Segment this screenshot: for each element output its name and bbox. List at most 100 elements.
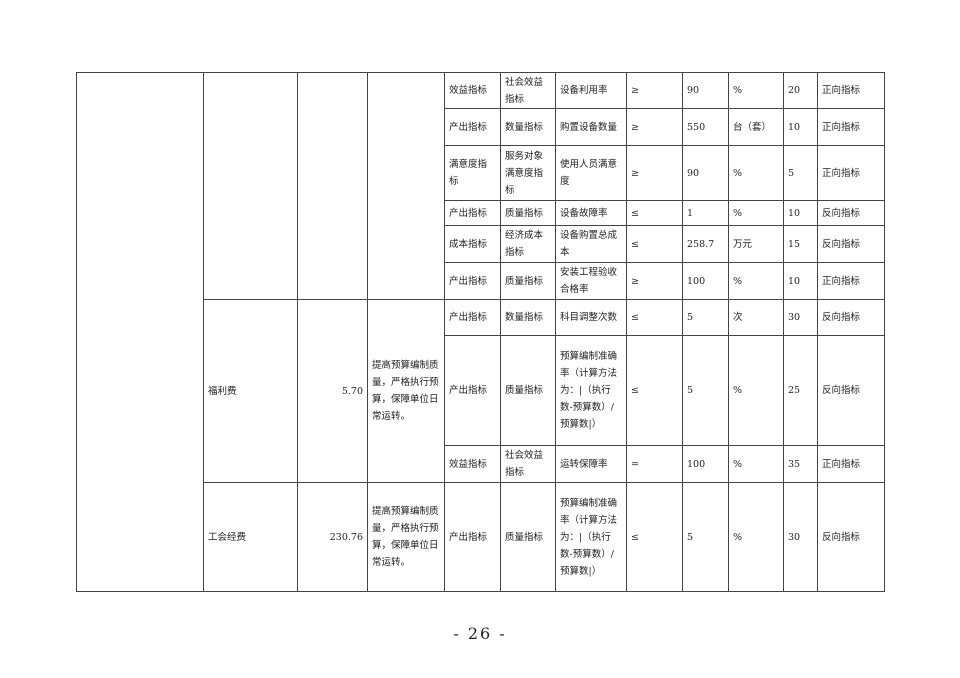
indicator-l2-cell: 质量指标 bbox=[500, 262, 556, 300]
indicator-l2-cell: 社会效益指标 bbox=[500, 445, 556, 483]
indicator-op-cell: ≤ bbox=[626, 335, 683, 446]
project-name-cell: 工会经费 bbox=[203, 482, 298, 592]
indicator-value-cell: 5 bbox=[682, 482, 729, 592]
indicator-dir-cell: 反向指标 bbox=[817, 200, 885, 226]
indicator-value-cell: 1 bbox=[682, 200, 729, 226]
project-name-cell: 福利费 bbox=[203, 299, 298, 483]
table-row: 产出指标 质量指标 设备故障率 ≤1% 10 反向指标 bbox=[77, 200, 885, 226]
indicator-weight-cell: 10 bbox=[783, 262, 818, 300]
indicator-weight-cell: 25 bbox=[783, 335, 818, 446]
indicator-l1-cell: 产出指标 bbox=[444, 482, 501, 592]
indicator-op-cell: ≥ bbox=[626, 262, 683, 300]
indicator-l1-cell: 产出指标 bbox=[444, 108, 501, 146]
indicator-l2-cell: 数量指标 bbox=[500, 108, 556, 146]
indicator-l1-cell: 产出指标 bbox=[444, 299, 501, 336]
indicator-l1-cell: 效益指标 bbox=[444, 72, 501, 109]
indicator-l2-cell: 服务对象满意度指标 bbox=[500, 145, 556, 201]
indicator-weight-cell: 30 bbox=[783, 299, 818, 336]
indicator-name-cell: 设备利用率 bbox=[555, 72, 627, 109]
indicator-name-cell: 购置设备数量 bbox=[555, 108, 627, 146]
indicator-name-cell: 安装工程验收合格率 bbox=[555, 262, 627, 300]
indicator-unit-cell: % bbox=[728, 482, 784, 592]
indicator-weight-cell: 10 bbox=[783, 200, 818, 226]
indicator-dir-cell: 正向指标 bbox=[817, 445, 885, 483]
indicator-op-cell: ≤ bbox=[626, 200, 683, 226]
indicator-l2-cell: 社会效益指标 bbox=[500, 72, 556, 109]
indicator-dir-cell: 反向指标 bbox=[817, 225, 885, 263]
indicator-weight-cell: 10 bbox=[783, 108, 818, 146]
indicator-l2-cell: 质量指标 bbox=[500, 200, 556, 226]
indicator-unit-cell: % bbox=[728, 262, 784, 300]
project-goal-cell: 提高预算编制质量，严格执行预算，保障单位日常运转。 bbox=[367, 482, 445, 592]
indicator-name-cell: 科目调整次数 bbox=[555, 299, 627, 336]
indicator-l2-cell: 数量指标 bbox=[500, 299, 556, 336]
indicator-unit-cell: % bbox=[728, 72, 784, 109]
indicator-value-cell: 258.7 bbox=[682, 225, 729, 263]
indicator-value-cell: 550 bbox=[682, 108, 729, 146]
page-number: - 26 - bbox=[453, 624, 507, 643]
indicator-name-cell: 设备故障率 bbox=[555, 200, 627, 226]
indicator-op-cell: ≤ bbox=[626, 482, 683, 592]
indicator-l1-cell: 产出指标 bbox=[444, 335, 501, 446]
indicator-unit-cell: % bbox=[728, 145, 784, 201]
indicator-unit-cell: 台（套） bbox=[728, 108, 784, 146]
indicator-l1-cell: 成本指标 bbox=[444, 225, 501, 263]
indicator-weight-cell: 30 bbox=[783, 482, 818, 592]
indicator-weight-cell: 5 bbox=[783, 145, 818, 201]
indicator-op-cell: ≥ bbox=[626, 72, 683, 109]
department-cell bbox=[76, 72, 204, 592]
indicator-op-cell: ≥ bbox=[626, 145, 683, 201]
indicator-value-cell: 100 bbox=[682, 445, 729, 483]
indicator-dir-cell: 正向指标 bbox=[817, 145, 885, 201]
table-row: 产出指标 数量指标 购置设备数量 ≥550 台（套） 10 正向指标 bbox=[77, 108, 885, 146]
indicator-dir-cell: 正向指标 bbox=[817, 108, 885, 146]
indicator-unit-cell: % bbox=[728, 445, 784, 483]
table-row: 成本指标 经济成本指标 设备购置总成本 ≤258.7 万元 15 反向指标 bbox=[77, 225, 885, 263]
indicator-l2-cell: 质量指标 bbox=[500, 335, 556, 446]
indicator-op-cell: = bbox=[626, 445, 683, 483]
indicator-unit-cell: 次 bbox=[728, 299, 784, 336]
indicator-name-cell: 设备购置总成本 bbox=[555, 225, 627, 263]
indicator-l2-cell: 经济成本指标 bbox=[500, 225, 556, 263]
indicator-l2-cell: 质量指标 bbox=[500, 482, 556, 592]
indicator-dir-cell: 反向指标 bbox=[817, 482, 885, 592]
indicator-name-cell: 运转保障率 bbox=[555, 445, 627, 483]
indicator-value-cell: 90 bbox=[682, 72, 729, 109]
indicator-value-cell: 90 bbox=[682, 145, 729, 201]
indicator-dir-cell: 正向指标 bbox=[817, 262, 885, 300]
indicator-l1-cell: 产出指标 bbox=[444, 262, 501, 300]
indicator-unit-cell: 万元 bbox=[728, 225, 784, 263]
indicator-weight-cell: 15 bbox=[783, 225, 818, 263]
indicator-dir-cell: 正向指标 bbox=[817, 72, 885, 109]
indicator-op-cell: ≤ bbox=[626, 225, 683, 263]
indicator-value-cell: 100 bbox=[682, 262, 729, 300]
indicator-weight-cell: 35 bbox=[783, 445, 818, 483]
table-row: 产出指标 质量指标 预算编制准确率（计算方法为：|（执行数-预算数）/预算数|） ≤5… bbox=[77, 335, 885, 446]
project-amount-cell: 5.70 bbox=[297, 299, 368, 483]
indicator-l1-cell: 效益指标 bbox=[444, 445, 501, 483]
table-row: 满意度指标 服务对象满意度指标 使用人员满意度 ≥90% 5 正向指标 bbox=[77, 145, 885, 201]
indicator-unit-cell: % bbox=[728, 200, 784, 226]
indicator-value-cell: 5 bbox=[682, 299, 729, 336]
project-goal-cell: 提高预算编制质量，严格执行预算，保障单位日常运转。 bbox=[367, 299, 445, 483]
indicator-l1-cell: 产出指标 bbox=[444, 200, 501, 226]
performance-indicator-table: 效益指标 社会效益指标 设备利用率 ≥90% 20 正向指标 产出指标 数量指标 购置设备数量 ≥… bbox=[76, 72, 885, 592]
table-row: 工会经费 230.76 提高预算编制质量，严格执行预算，保障单位日常运转。 产出指标质… bbox=[77, 482, 885, 592]
indicator-weight-cell: 20 bbox=[783, 72, 818, 109]
indicator-op-cell: ≥ bbox=[626, 108, 683, 146]
indicator-dir-cell: 反向指标 bbox=[817, 335, 885, 446]
indicator-dir-cell: 反向指标 bbox=[817, 299, 885, 336]
project-amount-cell bbox=[297, 72, 368, 300]
indicator-unit-cell: % bbox=[728, 335, 784, 446]
indicator-name-cell: 预算编制准确率（计算方法为：|（执行数-预算数）/预算数|） bbox=[555, 482, 627, 592]
indicator-name-cell: 预算编制准确率（计算方法为：|（执行数-预算数）/预算数|） bbox=[555, 335, 627, 446]
project-amount-cell: 230.76 bbox=[297, 482, 368, 592]
indicator-name-cell: 使用人员满意度 bbox=[555, 145, 627, 201]
indicator-value-cell: 5 bbox=[682, 335, 729, 446]
indicator-l1-cell: 满意度指标 bbox=[444, 145, 501, 201]
indicator-op-cell: ≤ bbox=[626, 299, 683, 336]
project-goal-cell bbox=[367, 72, 445, 300]
table-row: 福利费 5.70 提高预算编制质量，严格执行预算，保障单位日常运转。 产出指标 数量指标… bbox=[77, 299, 885, 483]
table-row: 效益指标 社会效益指标 设备利用率 ≥90% 20 正向指标 bbox=[76, 72, 885, 592]
project-name-cell bbox=[203, 72, 298, 300]
